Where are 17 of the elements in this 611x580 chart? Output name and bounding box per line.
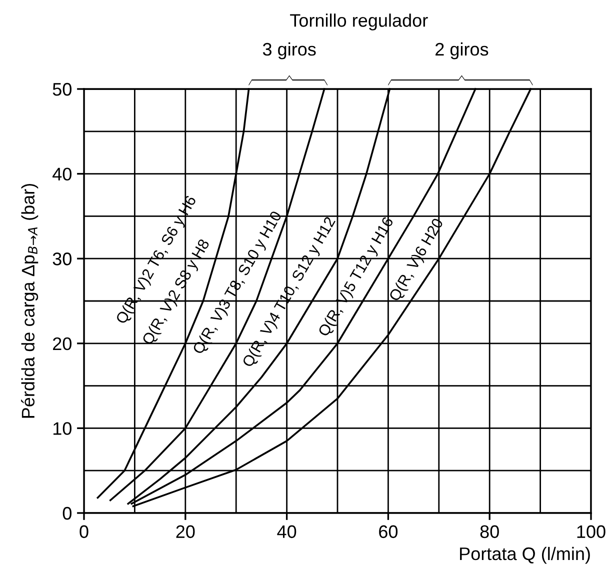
y-tick-label: 20 [53, 337, 72, 350]
x-axis-title: Portata Q (l/min) [460, 546, 590, 564]
x-tick-label: 100 [577, 525, 606, 538]
y-tick-label: 50 [52, 82, 72, 96]
y-tick-label: 40 [52, 168, 72, 181]
y-tick-label: 30 [52, 252, 72, 266]
x-tick-label: 80 [480, 525, 499, 538]
text: 3 giros [262, 42, 316, 60]
y-axis-title: Pérdida de carga Δp$_{B→A}$ (bar) [21, 184, 38, 418]
text: 2 giros [436, 42, 488, 60]
y-tick-label: 0 [62, 506, 72, 520]
x-tick-label: 20 [176, 525, 195, 538]
x-tick-label: 40 [277, 525, 296, 538]
chart-title: Tornillo regulador [290, 14, 428, 30]
x-tick-label: 0 [80, 525, 88, 538]
x-tick-label: 60 [379, 525, 398, 538]
y-tick-label: 10 [53, 422, 72, 435]
